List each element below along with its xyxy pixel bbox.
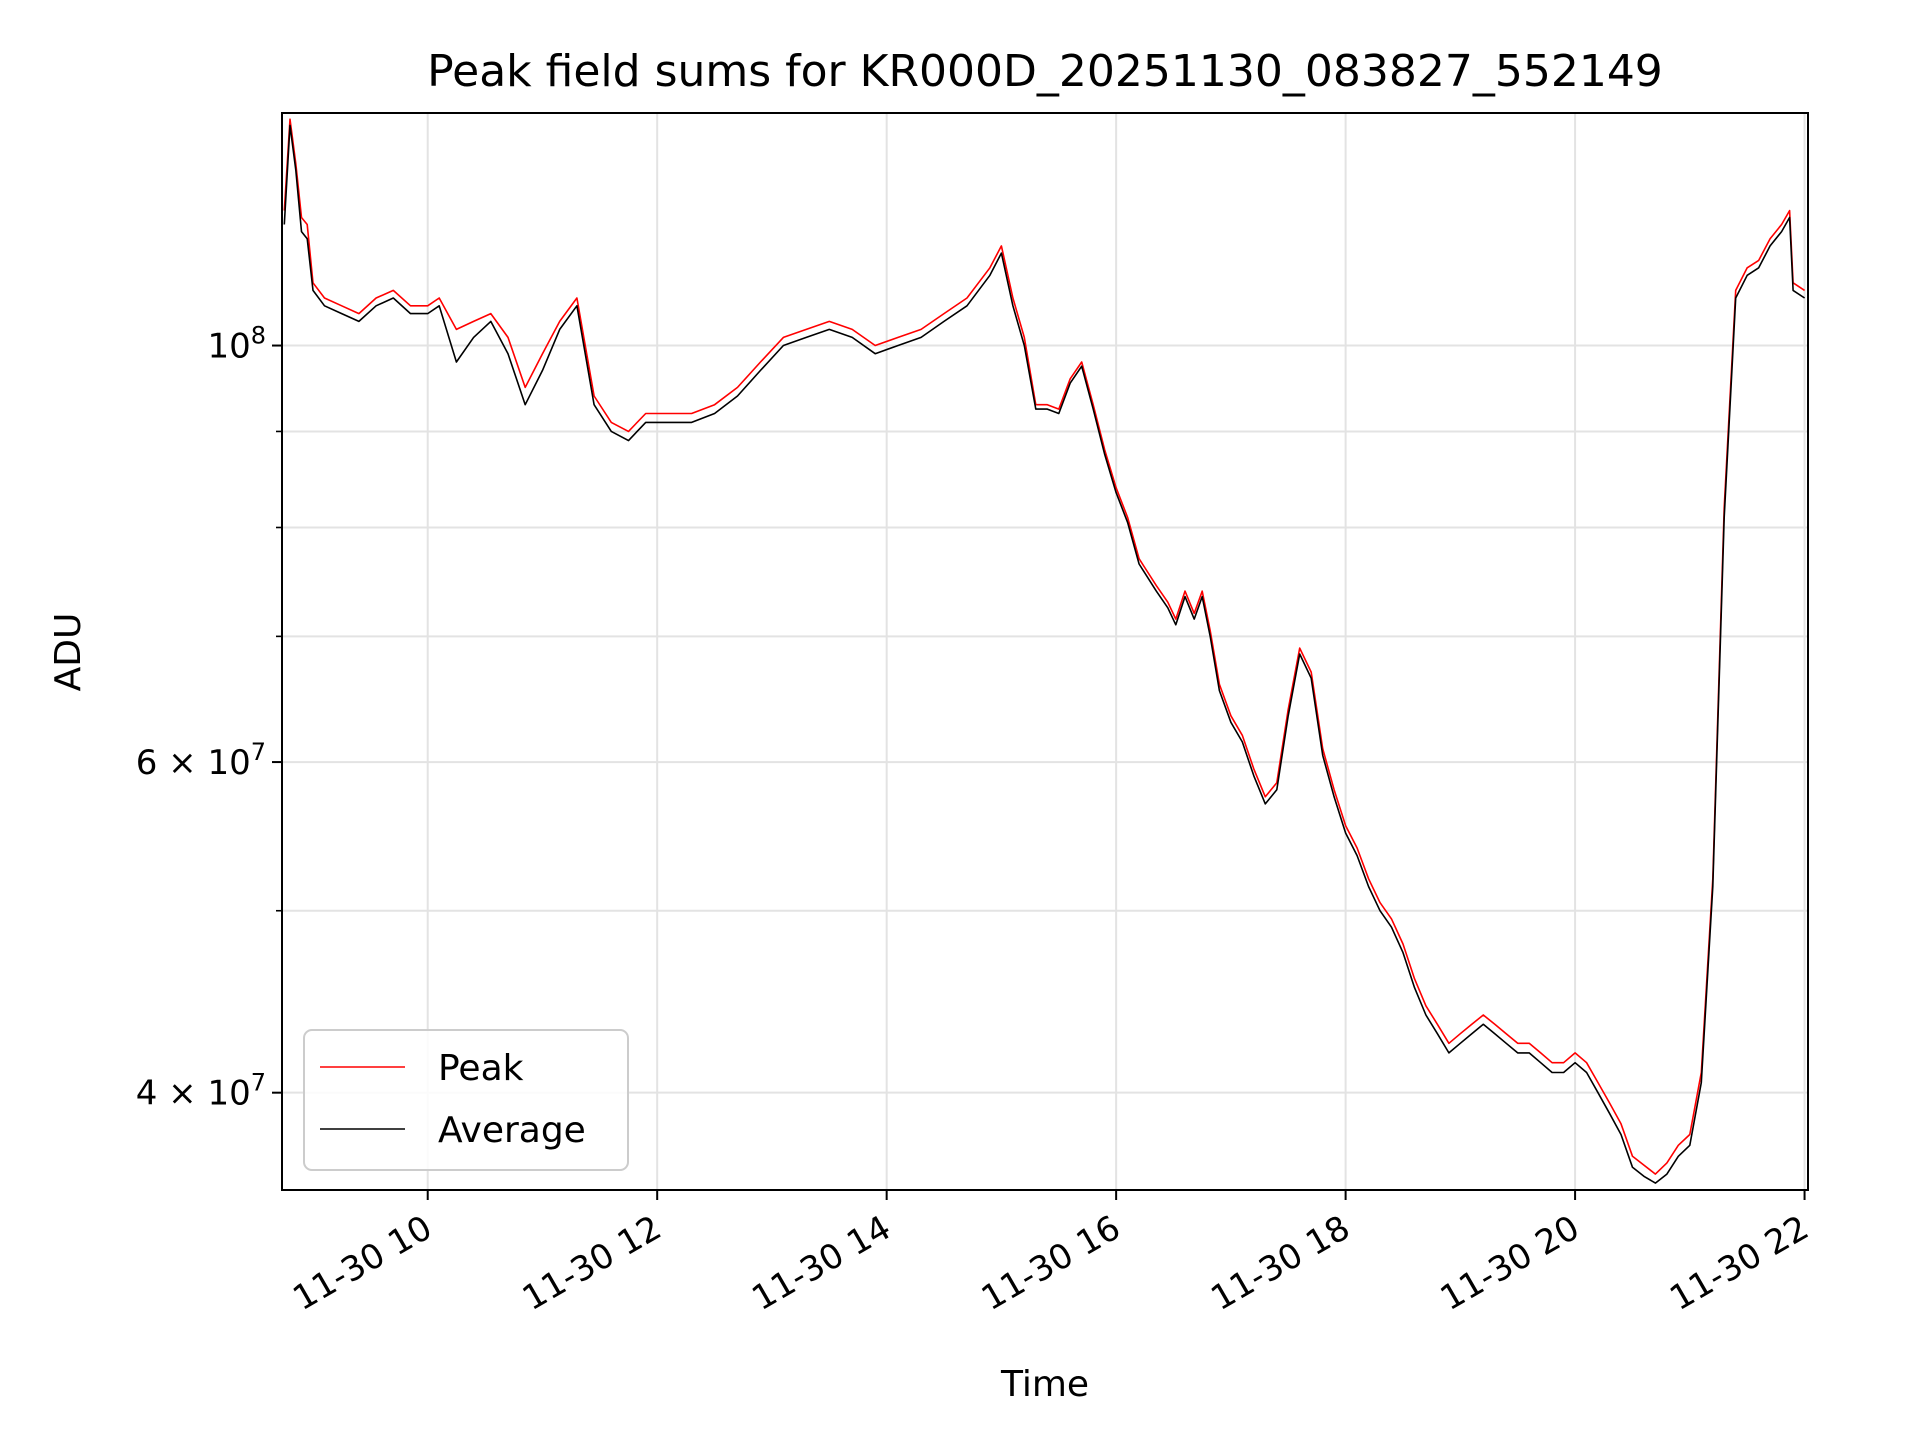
y-tick-base: 4 × 10 — [136, 1074, 251, 1114]
legend-label-average: Average — [438, 1110, 586, 1151]
y-tick-label: 4 × 107 — [136, 1069, 266, 1114]
y-tick-exponent: 7 — [251, 738, 266, 766]
plot-area-frame — [281, 112, 1809, 1191]
x-axis-label: Time — [1000, 1364, 1089, 1405]
y-tick-exponent: 8 — [251, 322, 266, 350]
y-tick-exponent: 7 — [251, 1069, 266, 1097]
legend: Peak Average — [303, 1029, 629, 1171]
y-tick-label: 108 — [207, 322, 266, 367]
series-line-peak — [283, 118, 1806, 1175]
y-axis-label: ADU — [48, 613, 89, 692]
grid — [282, 113, 1808, 1190]
series-layer — [283, 118, 1806, 1184]
y-tick-label: 6 × 107 — [136, 738, 266, 783]
chart-title: Peak field sums for KR000D_20251130_0838… — [427, 46, 1663, 97]
y-tick-base: 6 × 10 — [136, 743, 251, 783]
legend-label-peak: Peak — [438, 1048, 524, 1089]
y-tick-base: 10 — [207, 327, 250, 367]
series-line-average — [283, 124, 1806, 1184]
legend-box — [303, 1029, 629, 1171]
